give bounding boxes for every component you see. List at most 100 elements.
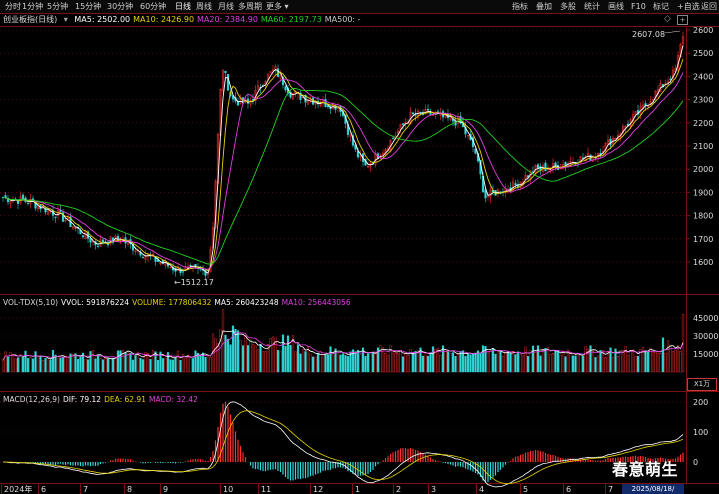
volume-bar <box>289 345 292 373</box>
volume-unit-button[interactable]: X1万 <box>687 378 717 391</box>
volume-bar <box>101 359 105 373</box>
volume-bar <box>224 334 227 373</box>
volume-bar <box>266 344 270 373</box>
toolbar-button-8[interactable]: 返回 <box>701 2 717 11</box>
ma-readout-4: MA500: - <box>324 15 361 24</box>
volume-axis-label: 15000 <box>693 350 718 359</box>
volume-bar <box>514 354 517 373</box>
tab-period-1[interactable]: 1分钟 <box>22 2 44 11</box>
toolbar-button-0[interactable]: 指标 <box>512 2 528 11</box>
tab-period-8[interactable]: 月线 <box>218 2 234 11</box>
volume-bar <box>34 351 37 373</box>
tab-period-6[interactable]: 日线 <box>175 2 191 11</box>
volume-bar <box>29 357 32 373</box>
volume-bar <box>161 358 165 373</box>
candle-body <box>4 195 7 198</box>
volume-bar <box>566 349 570 373</box>
volume-bar <box>401 356 405 373</box>
volume-bar <box>559 355 562 373</box>
macd-dif-line <box>3 401 684 488</box>
volume-bar <box>571 355 575 373</box>
candle-body <box>6 197 10 203</box>
tab-period-10[interactable]: 更多 ▾ <box>266 2 289 11</box>
volume-bar <box>349 351 352 373</box>
toolbar-button-6[interactable]: 标记 <box>653 2 669 11</box>
tab-period-9[interactable]: 多周期 <box>238 2 262 11</box>
toolbar-button-3[interactable]: 统计 <box>584 2 600 11</box>
volume-bar <box>351 349 355 373</box>
volume-bar <box>206 356 210 373</box>
volume-bar <box>576 353 580 373</box>
volume-bar <box>81 352 85 373</box>
candle-body <box>546 168 550 170</box>
volume-bar <box>504 352 507 373</box>
volume-bar <box>441 345 445 373</box>
tab-period-2[interactable]: 5分钟 <box>47 2 69 11</box>
candle-body <box>169 267 172 269</box>
volume-bar <box>304 351 307 373</box>
volume-bar <box>291 335 295 373</box>
volume-bar <box>189 357 192 373</box>
volume-bar <box>176 350 180 373</box>
volume-bar <box>166 352 170 373</box>
x-axis-label: 8 <box>127 485 132 494</box>
volume-bar <box>359 354 362 373</box>
tab-period-4[interactable]: 30分钟 <box>107 2 134 11</box>
volume-bar <box>421 355 425 373</box>
candle-body <box>189 264 192 266</box>
volume-bar <box>156 360 160 373</box>
volume-bar <box>344 355 347 373</box>
x-axis-label: 1 <box>355 485 360 494</box>
price-axis-label: 1700 <box>693 235 713 244</box>
volume-bar <box>391 351 395 373</box>
volume-bar <box>461 350 465 373</box>
toolbar-button-1[interactable]: 叠加 <box>536 2 552 11</box>
volume-bar <box>134 355 137 373</box>
candle-body <box>396 130 400 134</box>
x-axis-label: 2 <box>396 485 401 494</box>
candle-body <box>131 244 135 251</box>
volume-bar <box>51 350 55 373</box>
toolbar-button-4[interactable]: 画线 <box>608 2 624 11</box>
toolbar-button-7[interactable]: +自选 <box>677 2 700 11</box>
volume-bar <box>49 359 52 373</box>
volume-bar <box>511 351 515 373</box>
toolbar-button-2[interactable]: 多股 <box>560 2 576 11</box>
volume-bar <box>636 355 640 373</box>
volume-bar <box>394 352 397 373</box>
volume-bar <box>586 348 590 373</box>
x-axis-label: 2024年 <box>4 484 32 494</box>
volume-bar <box>369 352 372 373</box>
volume-bar <box>606 351 610 373</box>
chevron-down-icon[interactable]: ▾ <box>63 15 68 24</box>
volume-bar <box>524 346 527 373</box>
tab-period-3[interactable]: 15分钟 <box>75 2 102 11</box>
toolbar-button-5[interactable]: F10 <box>631 2 646 11</box>
volume-bar <box>354 351 357 373</box>
volume-bar <box>261 351 265 373</box>
volume-bar <box>549 354 552 373</box>
volume-bar <box>114 357 117 373</box>
volume-bar <box>241 345 245 373</box>
candle-body <box>276 68 280 77</box>
volume-bar <box>406 355 410 373</box>
volume-bar <box>671 351 675 373</box>
expand-icon[interactable]: + <box>677 15 688 25</box>
candle-body <box>536 164 540 169</box>
volume-bar <box>61 357 65 373</box>
macd-indicator-line: MACD(12,26,9) DIF: 79.12 DEA: 62.91 MACD: 3… <box>0 394 201 405</box>
tab-period-5[interactable]: 60分钟 <box>140 2 167 11</box>
tab-period-0[interactable]: 分时 <box>5 2 21 11</box>
candle-body <box>226 74 230 91</box>
diamond-icon[interactable]: ◇ <box>664 14 671 24</box>
candle-body <box>666 80 670 83</box>
candle-body <box>306 100 310 105</box>
volume-bar <box>204 356 207 373</box>
volume-bar <box>214 338 217 373</box>
volume-bar <box>246 345 250 373</box>
candle-body <box>71 226 75 229</box>
tab-period-7[interactable]: 周线 <box>196 2 212 11</box>
volume-bar <box>509 352 512 373</box>
x-axis-label: 6 <box>41 485 46 494</box>
